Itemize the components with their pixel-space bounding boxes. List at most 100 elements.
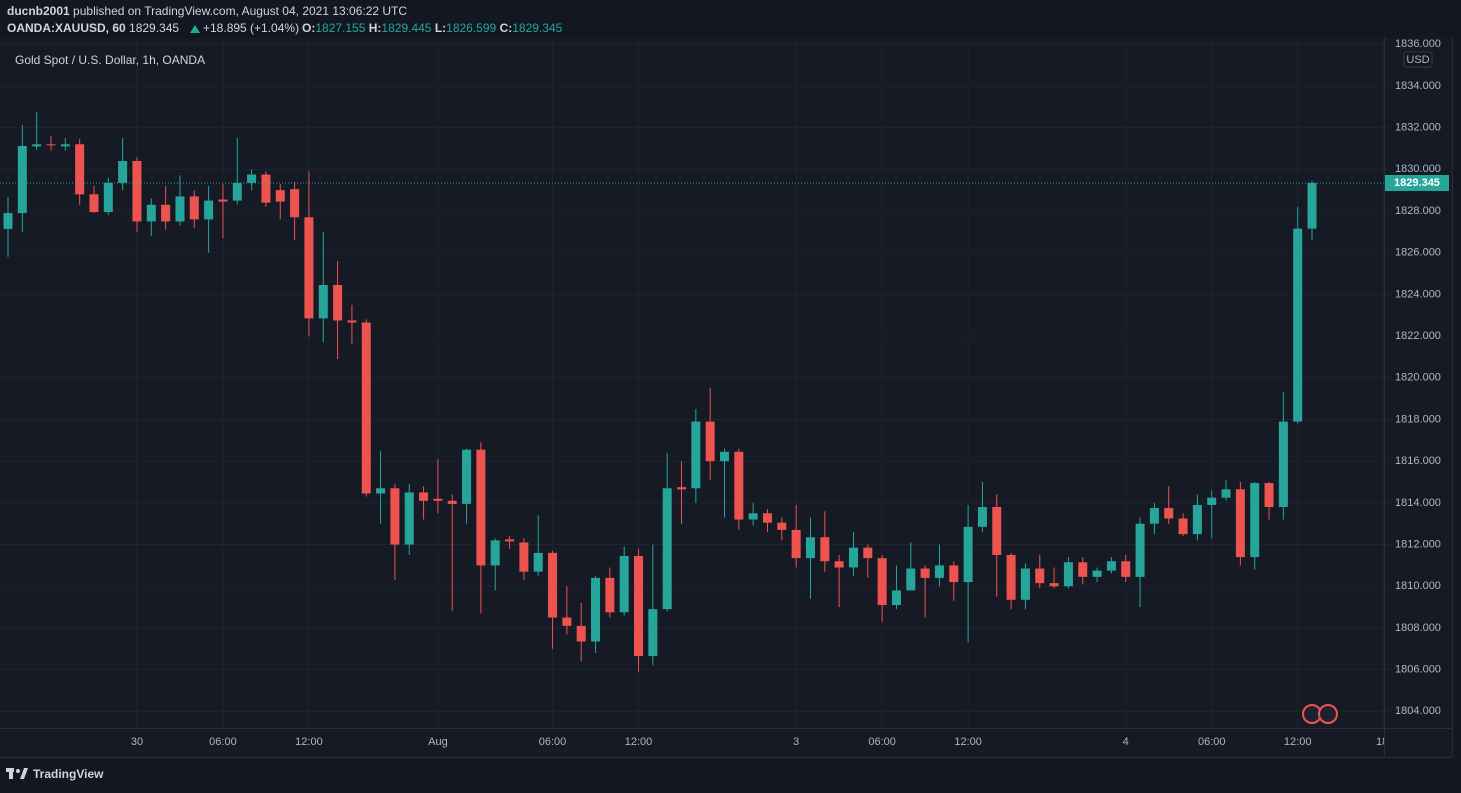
candle-body (863, 547, 873, 559)
y-tick-label: 1822.000 (1395, 330, 1441, 342)
candles (0, 112, 1384, 672)
x-tick-label: 18: (1376, 736, 1391, 748)
currency: USD (1406, 54, 1429, 66)
candle-body (705, 421, 715, 462)
ohlc-line: O:1827.155 H:1829.445 L:1826.599 C:1829.… (302, 21, 563, 35)
candle-body (118, 160, 128, 183)
candle-body (3, 213, 13, 229)
candle-body (834, 561, 844, 568)
candle-body (1235, 489, 1245, 558)
candle-body (175, 196, 185, 222)
chart-title: Gold Spot / U.S. Dollar, 1h, OANDA (15, 53, 205, 67)
last-price-label: 1829.345 (1394, 177, 1440, 189)
price-axis: 1804.000 1806.000 1808.000 1810.000 1812.000… (1384, 38, 1441, 717)
event-flags (1302, 704, 1338, 724)
ohlc-value: 1827.155 (315, 21, 365, 35)
candle-body (1250, 483, 1260, 558)
candle-body (576, 625, 586, 642)
last-price: 1829.345 (129, 21, 179, 35)
candle-body (204, 200, 214, 220)
candle-body (519, 542, 529, 572)
ohlc-label: H: (369, 21, 382, 35)
candle-body (1135, 523, 1145, 577)
ohlc-label: O: (302, 21, 315, 35)
candle-body (46, 144, 56, 146)
candle-body (648, 609, 658, 657)
y-tick-label: 1804.000 (1395, 705, 1441, 717)
candle-body (333, 285, 343, 321)
x-tick-label: 06:00 (539, 736, 567, 748)
candle-body (447, 500, 457, 504)
candle-body (75, 144, 85, 195)
ohlc-value: 1829.345 (512, 21, 562, 35)
candle-body (934, 565, 944, 578)
candle-body (920, 568, 930, 578)
candle-body (1078, 562, 1088, 577)
candle-body (60, 144, 70, 147)
y-tick-label: 1814.000 (1395, 497, 1441, 509)
y-tick-label: 1806.000 (1395, 664, 1441, 676)
symbol-line: OANDA:XAUUSD, 60 1829.345 (7, 21, 179, 35)
y-tick-label: 1818.000 (1395, 413, 1441, 425)
candle-body (132, 160, 142, 222)
candle-body (1006, 554, 1016, 600)
candle-body (433, 498, 443, 501)
x-tick-label: 3 (793, 736, 799, 748)
candle-body (189, 196, 199, 220)
candle-body (347, 320, 357, 323)
candle-body (304, 217, 314, 319)
candle-body (748, 513, 758, 520)
published-note: published on TradingView.com, August 04,… (73, 4, 407, 18)
candle-body (1149, 508, 1159, 524)
candle-body (361, 322, 371, 494)
chart-pane (0, 38, 1452, 757)
x-tick-label: 30 (131, 736, 143, 748)
candle-body (562, 617, 572, 626)
candle-body (963, 526, 973, 583)
candle-body (32, 144, 42, 147)
candle-body (677, 487, 687, 490)
candle-body (992, 507, 1002, 555)
candle-body (103, 182, 113, 213)
y-tick-label: 1836.000 (1395, 38, 1441, 50)
ohlc-value: 1826.599 (446, 21, 496, 35)
author: ducnb2001 (7, 4, 70, 18)
candle-body (275, 190, 285, 202)
candle-body (17, 145, 27, 214)
x-tick-label: 12:00 (1284, 736, 1312, 748)
candle-body (619, 556, 629, 613)
ohlc-label: L: (435, 21, 446, 35)
candle-body (1092, 570, 1102, 577)
candle-body (247, 174, 257, 183)
x-tick-label: 12:00 (954, 736, 982, 748)
candle-body (261, 174, 271, 203)
y-tick-label: 1826.000 (1395, 247, 1441, 259)
candle-body (404, 492, 414, 545)
candle-body (634, 556, 644, 657)
candle-body (1063, 562, 1073, 587)
candle-body (161, 204, 171, 222)
last-price-box (1385, 174, 1449, 191)
candle-body (805, 537, 815, 559)
candle-body (877, 558, 887, 606)
candle-body (533, 552, 543, 572)
candle-body (218, 199, 228, 202)
candle-body (906, 568, 916, 591)
candle-body (820, 537, 830, 562)
candle-body (1106, 561, 1116, 571)
x-tick-label: Aug (428, 736, 448, 748)
ohlc-label: C: (500, 21, 513, 35)
y-tick-label: 1808.000 (1395, 622, 1441, 634)
candle-body (1164, 508, 1174, 519)
candle-body (505, 539, 515, 542)
candle-body (232, 182, 242, 201)
candle-body (462, 449, 472, 504)
time-axis: 30 06:00 12:00 Aug 06:00 12:00 3 06:00 12:00 4 06:… (131, 736, 1391, 748)
y-tick-label: 1820.000 (1395, 372, 1441, 384)
y-tick-label: 1830.000 (1395, 163, 1441, 175)
currency-box (1403, 51, 1433, 68)
x-tick-label: 12:00 (295, 736, 323, 748)
candle-body (949, 565, 959, 583)
candle-body (734, 451, 744, 520)
